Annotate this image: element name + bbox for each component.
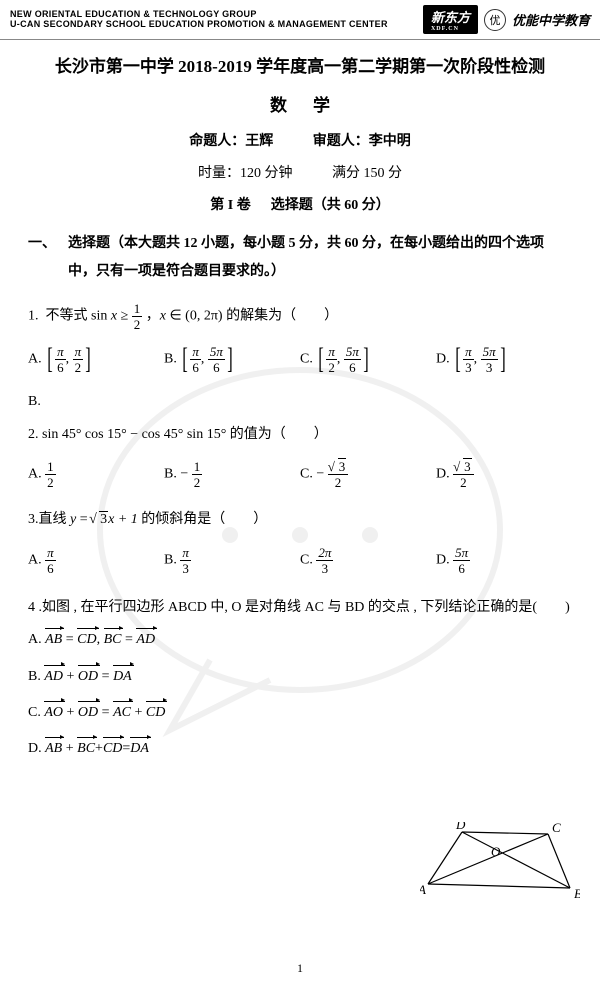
svg-text:C: C (552, 822, 561, 835)
q1-options: A. [π6, π2] B. [π6, 5π6] C. [π2, 5π6] D.… (28, 345, 572, 374)
q1-opt-a: A. [π6, π2] (28, 345, 164, 374)
page-content: 长沙市第一中学 2018-2019 学年度高一第二学期第一次阶段性检测 数学 命… (0, 40, 600, 761)
brand-logos: 新东方 XDF.CN 优 优能中学教育 (423, 5, 590, 34)
svg-text:B: B (574, 886, 580, 901)
section-instructions: 一、选择题（本大题共 12 小题，每小题 5 分，共 60 分，在每小题给出的四… (28, 230, 572, 286)
parallelogram-diagram: A B C D O (420, 822, 580, 902)
q3-opt-d: D. 5π6 (436, 546, 572, 575)
q1-opt-b: B. [π6, 5π6] (164, 345, 300, 374)
svg-text:O: O (491, 844, 501, 859)
q3-opt-a: A. π6 (28, 546, 164, 575)
page-number: 1 (0, 961, 600, 976)
exam-title: 长沙市第一中学 2018-2019 学年度高一第二学期第一次阶段性检测 (28, 52, 572, 77)
part-title: 第 I 卷选择题（共 60 分） (28, 194, 572, 214)
q3-opt-b: B. π3 (164, 546, 300, 575)
org-line-2: U-CAN SECONDARY SCHOOL EDUCATION PROMOTI… (10, 20, 388, 30)
sub-brand: 优能中学教育 (512, 10, 590, 29)
q4-opt-a: A. AB = CD, BC = AD (28, 629, 572, 651)
author: 命题人：王辉 (189, 134, 273, 149)
q2-opt-d: D. 32 (436, 460, 572, 489)
org-name: NEW ORIENTAL EDUCATION & TECHNOLOGY GROU… (10, 10, 388, 30)
question-4: 4 .如图 , 在平行四边形 ABCD 中, O 是对角线 AC 与 BD 的交… (28, 597, 572, 619)
subject-title: 数学 (28, 91, 572, 116)
authors-row: 命题人：王辉 审题人：李中明 (28, 130, 572, 150)
svg-text:D: D (455, 822, 466, 832)
q4-opt-d: D. AB + BC+CD=DA (28, 738, 572, 760)
q3-options: A. π6 B. π3 C. 2π3 D. 5π6 (28, 546, 572, 575)
time-score-row: 时量：120 分钟 满分 150 分 (28, 162, 572, 182)
xdflogo: 新东方 XDF.CN (423, 5, 478, 34)
q2-opt-a: A. 12 (28, 460, 164, 489)
q4-opt-c: C. AO + OD = AC + CD (28, 702, 572, 724)
time-limit: 时量：120 分钟 (198, 166, 293, 181)
reviewer: 审题人：李中明 (313, 134, 411, 149)
q1-opt-c: C. [π2, 5π6] (300, 345, 436, 374)
q1-opt-d: D. [π3, 5π3] (436, 345, 572, 374)
q4-opt-b: B. AD + OD = DA (28, 666, 572, 688)
q3-opt-c: C. 2π3 (300, 546, 436, 575)
q2-options: A. 12 B. − 12 C. − 32 D. 32 (28, 460, 572, 489)
question-1: 1. 不等式 sin x ≥ 12 ，x ∈ (0, 2π) 的解集为（ ） (28, 302, 572, 331)
circle-logo-icon: 优 (484, 9, 506, 31)
question-2: 2. sin 45° cos 15° − cos 45° sin 15° 的值为… (28, 424, 572, 446)
svg-text:A: A (420, 882, 426, 897)
full-score: 满分 150 分 (332, 166, 402, 181)
brand-header: NEW ORIENTAL EDUCATION & TECHNOLOGY GROU… (0, 0, 600, 40)
q1-answer-marker: B. (28, 394, 572, 410)
q2-opt-c: C. − 32 (300, 460, 436, 489)
question-3: 3.直线 y = 3x + 1 的倾斜角是（ ） (28, 509, 572, 531)
q2-opt-b: B. − 12 (164, 460, 300, 489)
